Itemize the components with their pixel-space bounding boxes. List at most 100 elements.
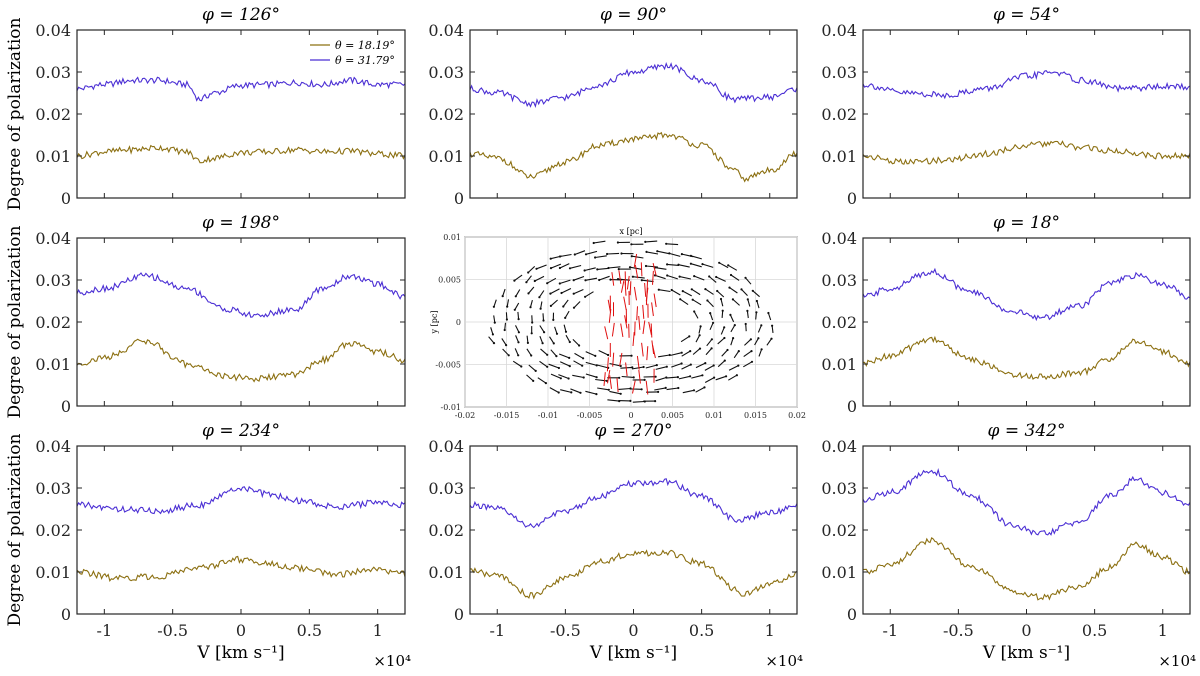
y-tick-label: 0.01	[35, 563, 71, 582]
torus-vector-head	[581, 365, 583, 367]
torus-vector-head	[732, 337, 734, 339]
torus-vector-head	[729, 314, 731, 316]
x-tick-label: -1	[489, 621, 505, 640]
torus-vector-head	[558, 367, 560, 369]
torus-vector-head	[704, 362, 706, 364]
map-x-tick-label: 0	[628, 411, 633, 420]
torus-vector-head	[550, 305, 552, 307]
torus-vector-head	[618, 377, 620, 379]
map-x-tick-label: -0.005	[577, 411, 603, 420]
torus-vector-head	[493, 342, 495, 344]
torus-vector-head	[559, 267, 561, 269]
torus-vector-head	[618, 268, 620, 270]
map-x-tick-label: 0.02	[788, 411, 806, 420]
x-tick-label: -0.5	[943, 621, 974, 640]
torus-vector-head	[656, 364, 658, 366]
torus-vector-head	[579, 392, 581, 394]
x-axis-label: V [km s⁻¹]	[982, 643, 1070, 663]
torus-vector-head	[535, 268, 537, 270]
torus-vector-head	[607, 267, 609, 269]
x-tick-label: 0	[628, 621, 638, 640]
torus-vector-head	[666, 366, 668, 368]
y-tick-label: 0.01	[821, 355, 857, 374]
torus-vector-head	[583, 376, 585, 378]
torus-vector-head	[738, 350, 740, 352]
torus-vector-head	[668, 252, 670, 254]
panel-title: φ = 126°	[202, 5, 280, 25]
torus-vector-head	[620, 393, 622, 395]
torus-vector-head	[546, 282, 548, 284]
torus-vector-head	[730, 274, 732, 276]
y-tick-label: 0.02	[35, 313, 71, 332]
torus-vector-head	[665, 387, 667, 389]
y-tick-label: 0	[61, 605, 71, 624]
series-line-theta-18-19	[77, 339, 405, 381]
x-tick-label: 0.5	[689, 621, 714, 640]
torus-vector-head	[573, 279, 575, 281]
polar-vector	[630, 281, 631, 295]
torus-vector-head	[584, 296, 586, 298]
map-x-tick-label: 0.01	[705, 411, 723, 420]
y-tick-label: 0.04	[35, 229, 71, 248]
torus-vector-head	[527, 271, 529, 273]
axes-box	[77, 446, 405, 614]
torus-vector-head	[560, 292, 562, 294]
legend-label: θ = 18.19°	[335, 39, 395, 52]
torus-vector-head	[560, 377, 562, 379]
torus-vector-head	[699, 348, 701, 350]
panel-title: φ = 234°	[202, 421, 280, 441]
torus-vector-head	[711, 338, 713, 340]
torus-vector-head	[722, 310, 724, 312]
series-line-theta-18-19	[863, 141, 1190, 164]
series-line-theta-31-79	[863, 470, 1190, 535]
series-line-theta-31-79	[77, 273, 405, 317]
torus-vector-head	[562, 305, 564, 307]
y-tick-label: 0.03	[821, 271, 857, 290]
y-tick-label: 0	[61, 397, 71, 416]
y-tick-label: 0.03	[821, 63, 857, 82]
y-tick-label: 0.02	[428, 521, 464, 540]
torus-vector-head	[658, 289, 660, 291]
torus-vector-head	[531, 332, 533, 334]
torus-vector-head	[693, 389, 695, 391]
torus-vector-head	[724, 360, 726, 362]
torus-vector-head	[760, 324, 762, 326]
legend-label: θ = 31.79°	[335, 54, 395, 67]
x-exponent-label: ×10⁴	[765, 652, 803, 670]
torus-vector-head	[532, 380, 534, 382]
series-line-theta-31-79	[863, 269, 1190, 319]
torus-vector-head	[517, 354, 519, 356]
map-x-tick-label: 0.015	[744, 411, 767, 420]
series-line-theta-18-19	[863, 538, 1190, 600]
x-axis-label: V [km s⁻¹]	[589, 643, 677, 663]
x-tick-label: 0	[236, 621, 246, 640]
x-tick-label: -1	[97, 621, 113, 640]
torus-vector-head	[559, 282, 561, 284]
torus-vector-head	[595, 393, 597, 395]
torus-vector-head	[494, 322, 496, 324]
torus-vector-head	[755, 311, 757, 313]
torus-vector-head	[570, 391, 572, 393]
torus-vector-head	[556, 333, 558, 335]
torus-vector-head	[631, 255, 633, 257]
torus-vector-head	[594, 355, 596, 357]
x-axis-label: V [km s⁻¹]	[196, 643, 284, 663]
torus-vector-head	[506, 318, 508, 320]
torus-vector-head	[713, 377, 715, 379]
torus-vector-head	[629, 400, 631, 402]
torus-vector-head	[665, 243, 667, 245]
x-tick-label: 0.5	[297, 621, 322, 640]
torus-vector-head	[750, 350, 752, 352]
torus-vector-head	[691, 288, 693, 290]
torus-vector	[607, 253, 619, 254]
torus-vector-head	[584, 269, 586, 271]
map-y-tick-label: -0.01	[440, 403, 461, 412]
y-tick-label: 0	[454, 605, 464, 624]
torus-vector-head	[657, 391, 659, 393]
y-tick-label: 0.01	[821, 147, 857, 166]
